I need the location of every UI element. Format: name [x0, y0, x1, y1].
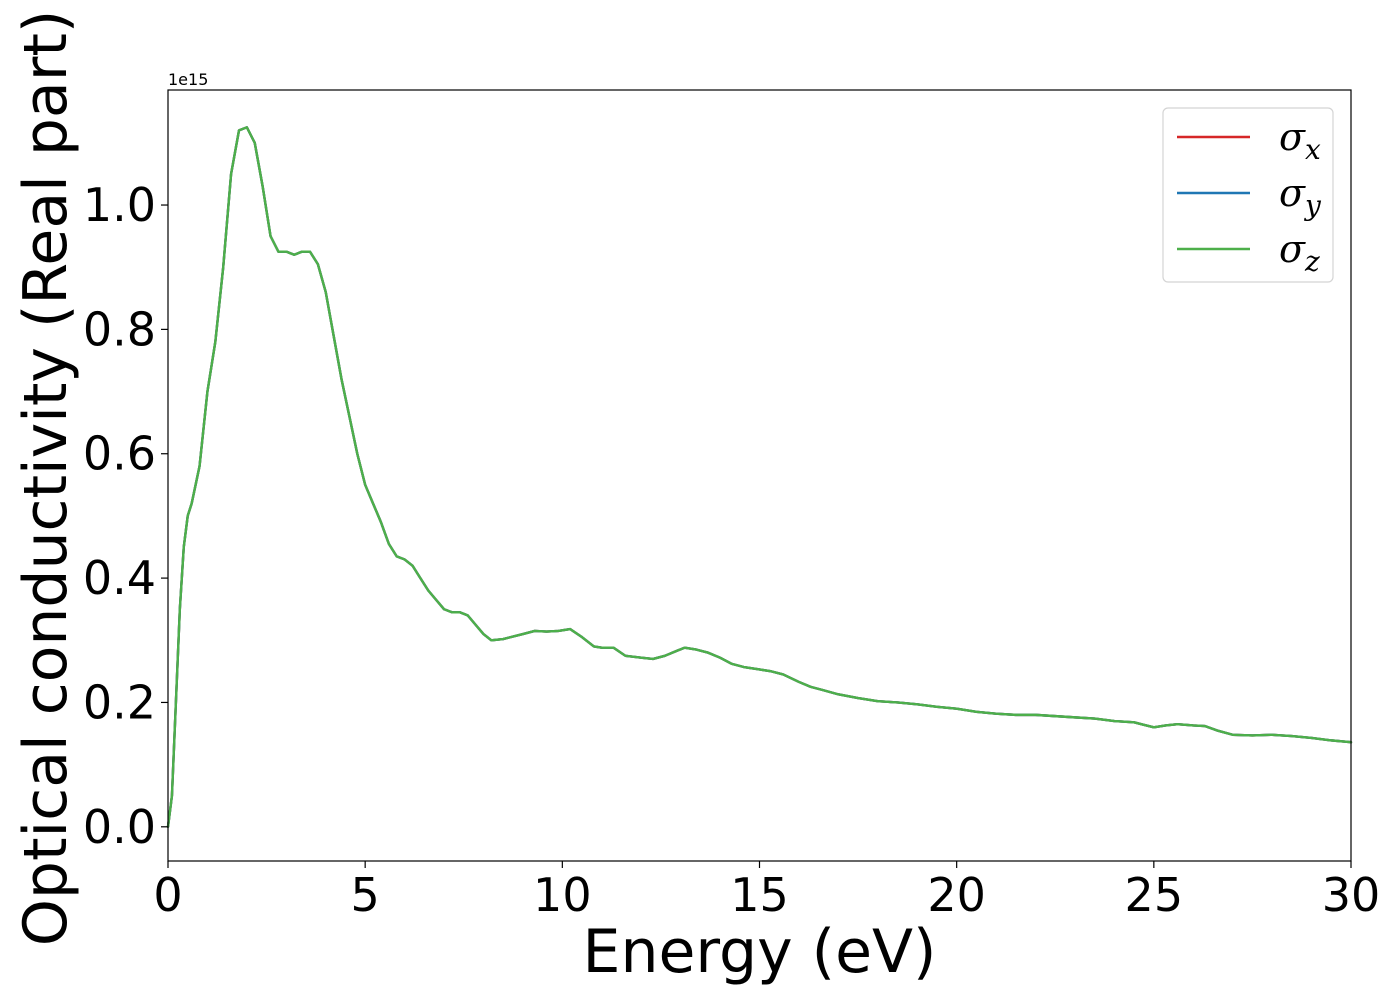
x-tick-label: 30: [1322, 868, 1381, 922]
legend-box: [1162, 107, 1334, 283]
series-line-sigma-z: [166, 126, 1353, 828]
y-tick-label: 0.0: [83, 800, 156, 854]
y-tick-label: 0.8: [83, 302, 156, 356]
x-tick-label: 20: [927, 868, 986, 922]
x-tick-label: 15: [730, 868, 789, 922]
x-tick-label: 5: [351, 868, 380, 922]
y-tick-label: 1.0: [83, 178, 156, 232]
series-layer: [166, 126, 1353, 828]
x-axis-ticks: 0 5 10 15 20 25 30: [153, 861, 1380, 922]
x-tick-label: 25: [1125, 868, 1184, 922]
y-axis-ticks: 0.0 0.2 0.4 0.6 0.8 1.0: [83, 178, 168, 854]
y-tick-label: 0.2: [83, 675, 156, 729]
x-axis-title: Energy (eV): [583, 917, 937, 987]
y-tick-label: 0.4: [83, 551, 156, 605]
x-tick-label: 0: [153, 868, 182, 922]
x-tick-label: 10: [533, 868, 592, 922]
y-axis-title: Optical conductivity (Real part): [11, 10, 81, 947]
y-tick-label: 0.6: [83, 427, 156, 481]
y-axis-offset-label: 1e15: [168, 70, 208, 89]
